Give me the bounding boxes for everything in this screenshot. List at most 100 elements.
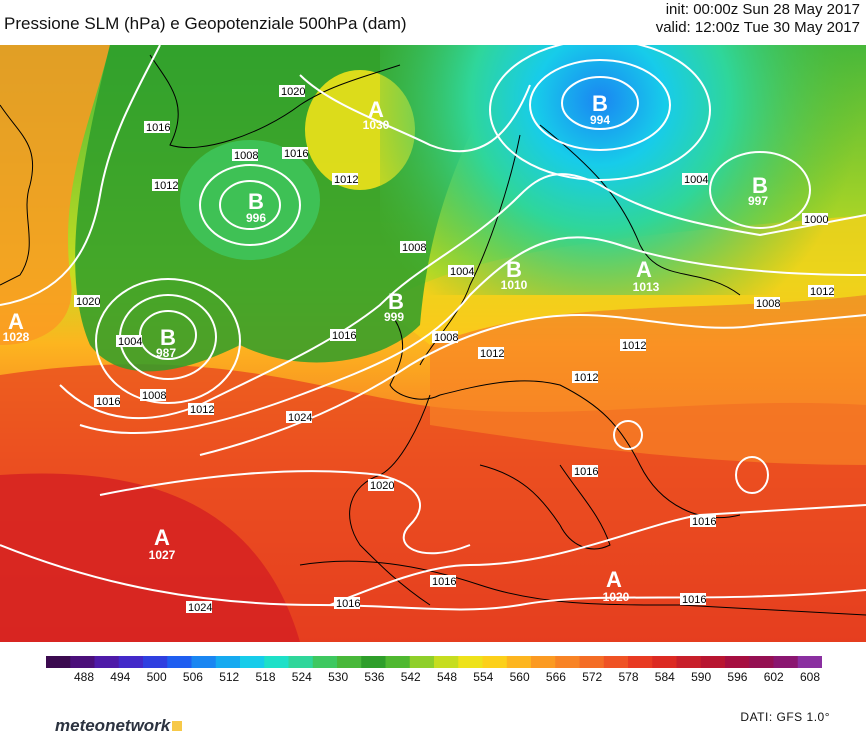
isobar-label: 1000 <box>802 213 828 226</box>
brand-name: meteonetwork <box>55 716 171 735</box>
svg-text:1028: 1028 <box>3 330 30 344</box>
svg-text:1020: 1020 <box>370 480 394 492</box>
isobar-label: 1008 <box>754 297 780 310</box>
svg-text:1012: 1012 <box>480 348 504 360</box>
isobar-label: 1016 <box>330 329 356 342</box>
isobar-label: 1012 <box>152 179 178 192</box>
svg-text:1016: 1016 <box>332 330 356 342</box>
colorbar-swatch <box>215 656 241 668</box>
colorbar-swatch <box>46 656 71 668</box>
cold-core-north <box>180 140 320 260</box>
svg-text:B: B <box>592 91 608 116</box>
data-source: DATI: GFS 1.0° <box>740 710 830 724</box>
colorbar-tick-label: 590 <box>691 670 712 684</box>
colorbar-tick-label: 512 <box>219 670 240 684</box>
colorbar-swatch <box>385 656 411 668</box>
isobar-label: 1024 <box>286 411 312 424</box>
colorbar-swatch <box>749 656 774 668</box>
isobar-label: 1016 <box>334 597 360 610</box>
svg-text:1030: 1030 <box>363 118 390 132</box>
isobar-label: 1016 <box>430 575 456 588</box>
colorbar-tick-label: 578 <box>618 670 639 684</box>
colorbar-swatch <box>506 656 532 668</box>
colorbar-swatch <box>603 656 629 668</box>
svg-text:996: 996 <box>246 211 266 225</box>
isobar-label: 1012 <box>188 403 214 416</box>
svg-text:1016: 1016 <box>336 598 360 610</box>
isobar-label: 1016 <box>680 593 706 606</box>
colorbar-swatch <box>240 656 265 668</box>
colorbar-swatch <box>458 656 483 668</box>
svg-text:1016: 1016 <box>692 516 716 528</box>
svg-text:1012: 1012 <box>810 286 834 298</box>
svg-text:1016: 1016 <box>432 576 456 588</box>
isobar-label: 1004 <box>448 265 474 278</box>
colorbar-swatch <box>312 656 338 668</box>
colorbar-tick-label: 554 <box>473 670 494 684</box>
svg-text:1004: 1004 <box>118 336 142 348</box>
colorbar-swatch <box>118 656 144 668</box>
colorbar-tick-label: 500 <box>146 670 167 684</box>
svg-text:1016: 1016 <box>146 122 170 134</box>
svg-text:1010: 1010 <box>501 278 528 292</box>
svg-text:B: B <box>752 173 768 198</box>
colorbar-swatch <box>337 656 362 668</box>
colorbar-swatch <box>167 656 192 668</box>
svg-text:1024: 1024 <box>188 602 212 614</box>
svg-text:1016: 1016 <box>682 594 706 606</box>
colorbar-swatch <box>434 656 459 668</box>
chart-title: Pressione SLM (hPa) e Geopotenziale 500h… <box>4 14 407 33</box>
svg-text:994: 994 <box>590 113 610 127</box>
colorbar-swatch <box>652 656 677 668</box>
isobar-label: 1012 <box>620 339 646 352</box>
svg-text:B: B <box>388 289 404 314</box>
isobar-label: 1012 <box>332 173 358 186</box>
colorbar-tick-label: 572 <box>582 670 603 684</box>
isobar-label: 1012 <box>572 371 598 384</box>
isobars <box>0 45 866 611</box>
coastlines <box>0 54 866 616</box>
colorbar-tick-label: 518 <box>255 670 276 684</box>
svg-text:1024: 1024 <box>288 412 312 424</box>
isobar-label: 1004 <box>116 335 142 348</box>
svg-text:1027: 1027 <box>149 548 176 562</box>
svg-text:1012: 1012 <box>622 340 646 352</box>
isobar-label: 1008 <box>400 241 426 254</box>
isobar-label: 1004 <box>682 173 708 186</box>
colorbar-tick-label: 488 <box>74 670 95 684</box>
svg-text:1000: 1000 <box>804 214 828 226</box>
svg-text:A: A <box>154 525 170 550</box>
svg-text:1020: 1020 <box>281 86 305 98</box>
colorbar-tick-label: 536 <box>364 670 385 684</box>
svg-text:1012: 1012 <box>190 404 214 416</box>
colorbar-tick-label: 530 <box>328 670 349 684</box>
colorbar-swatch <box>725 656 750 668</box>
isobar-label: 1020 <box>74 295 100 308</box>
brand-square-icon <box>172 721 183 731</box>
isobar-label: 1016 <box>690 515 716 528</box>
colorbar-tick-label: 596 <box>727 670 748 684</box>
svg-text:997: 997 <box>748 194 768 208</box>
forecast-map: 1020 1016 1008 1016 1012 1012 1008 1004 … <box>0 45 866 642</box>
svg-text:A: A <box>368 97 384 122</box>
colorbar-swatch <box>700 656 726 668</box>
colorbar-tick-label: 548 <box>437 670 458 684</box>
isobar-label: 1020 <box>279 85 305 98</box>
svg-text:1016: 1016 <box>284 148 308 160</box>
isobar-label: 1024 <box>186 601 212 614</box>
colorbar-tick-label: 608 <box>800 670 821 684</box>
colorbar-swatch <box>70 656 95 668</box>
color-scale-ticks: 488 494 500 506 512 518 524 530 536 542 548 554 560 5… <box>46 670 822 686</box>
colorbar-tick-label: 584 <box>654 670 675 684</box>
isobar-label: 1016 <box>572 465 598 478</box>
svg-text:1008: 1008 <box>234 150 258 162</box>
